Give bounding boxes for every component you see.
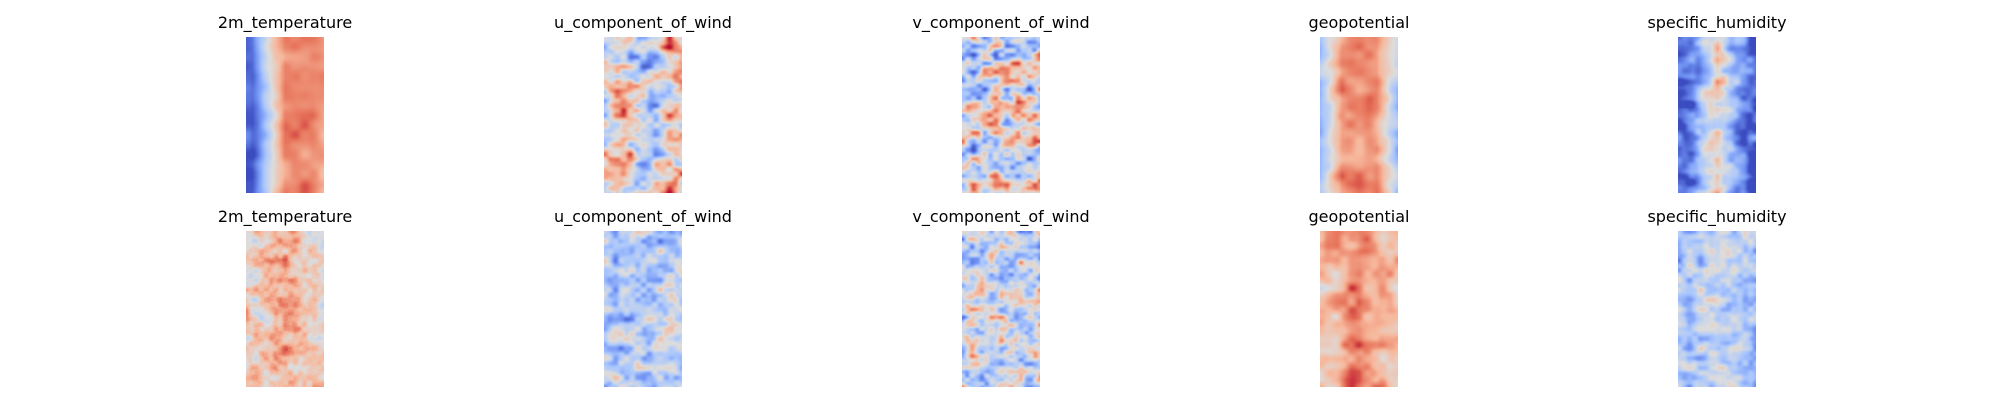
heatmap-1-geopotential [1320, 37, 1398, 193]
heatmap-2-specific-humidity [1678, 231, 1756, 387]
panel-title-1-specific-humidity: specific_humidity [1647, 13, 1787, 32]
heatmap-1-specific-humidity [1678, 37, 1756, 193]
heatmap-1-2m-temperature [246, 37, 324, 193]
panel-title-2-v-component-of-wind: v_component_of_wind [912, 207, 1090, 226]
panel-title-1-u-component-of-wind: u_component_of_wind [554, 13, 732, 32]
heatmap-2-geopotential [1320, 231, 1398, 387]
heatmap-2-v-component-of-wind [962, 231, 1040, 387]
panel-title-2-u-component-of-wind: u_component_of_wind [554, 207, 732, 226]
panel-title-2-2m-temperature: 2m_temperature [217, 207, 353, 226]
heatmap-1-u-component-of-wind [604, 37, 682, 193]
heatmap-1-v-component-of-wind [962, 37, 1040, 193]
panel-title-2-geopotential: geopotential [1308, 207, 1410, 226]
panel-title-1-v-component-of-wind: v_component_of_wind [912, 13, 1090, 32]
panel-title-1-geopotential: geopotential [1308, 13, 1410, 32]
panel-title-1-2m-temperature: 2m_temperature [217, 13, 353, 32]
heatmap-2-u-component-of-wind [604, 231, 682, 387]
heatmap-2-2m-temperature [246, 231, 324, 387]
panel-title-2-specific-humidity: specific_humidity [1647, 207, 1787, 226]
